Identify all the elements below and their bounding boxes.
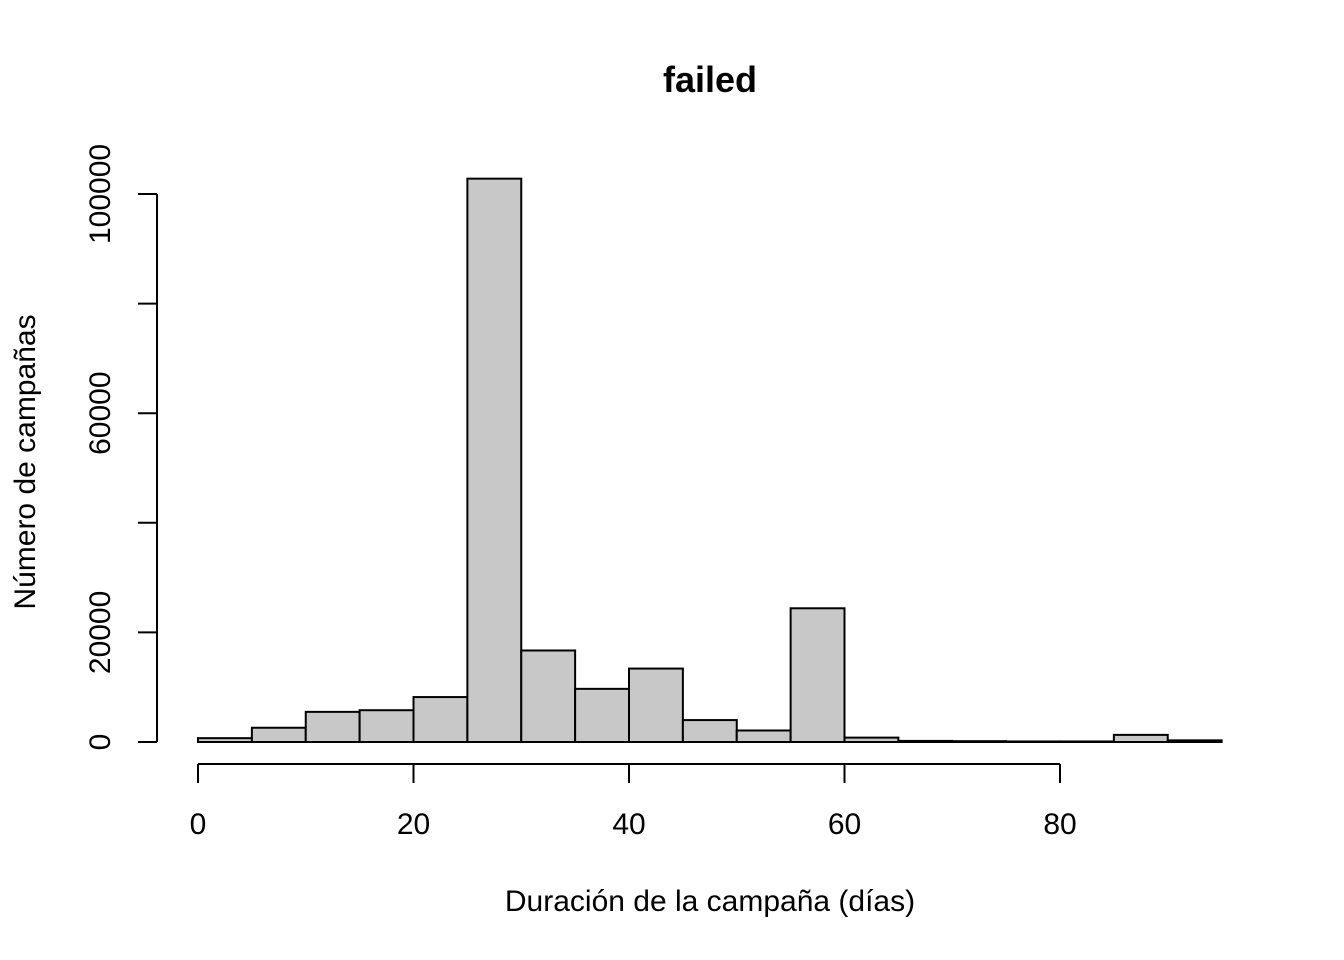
histogram-bar [681,719,738,744]
x-axis: 0 20 40 60 80 [190,763,1077,841]
y-tick-label: 0 [84,734,117,751]
x-tick-label: 20 [397,808,430,841]
y-axis-label: Número de campañas [9,314,42,609]
chart-title: failed [663,59,757,100]
histogram-bar [1005,740,1061,744]
y-tick-label: 60000 [84,371,117,454]
x-tick-label: 0 [190,808,207,841]
x-tick-label: 60 [828,808,861,841]
histogram-bar [412,696,469,744]
histogram-bar [951,740,1008,743]
histogram-bar [789,607,846,744]
histogram-bar [574,687,630,743]
y-tick-label: 100000 [84,144,117,244]
histogram-bar [520,649,577,744]
x-tick-label: 40 [612,808,645,841]
y-tick-label: 20000 [84,591,117,674]
histogram-bar [197,737,253,744]
y-axis: 0 20000 60000 100000 [84,144,158,751]
histogram-bar [628,667,684,743]
histogram-bar [466,177,523,743]
histogram-bar [1112,733,1169,743]
x-tick-label: 80 [1043,808,1076,841]
x-axis-label: Duración de la campaña (días) [505,885,915,918]
histogram-bar [843,736,900,744]
histogram-bar [1166,739,1223,744]
histogram-bars [197,177,1223,744]
histogram-bar [897,739,954,743]
histogram-bar [250,726,307,744]
histogram-bar [304,710,361,743]
histogram-bar [1059,740,1115,744]
histogram-bar [735,729,792,744]
histogram-bar [358,709,415,744]
